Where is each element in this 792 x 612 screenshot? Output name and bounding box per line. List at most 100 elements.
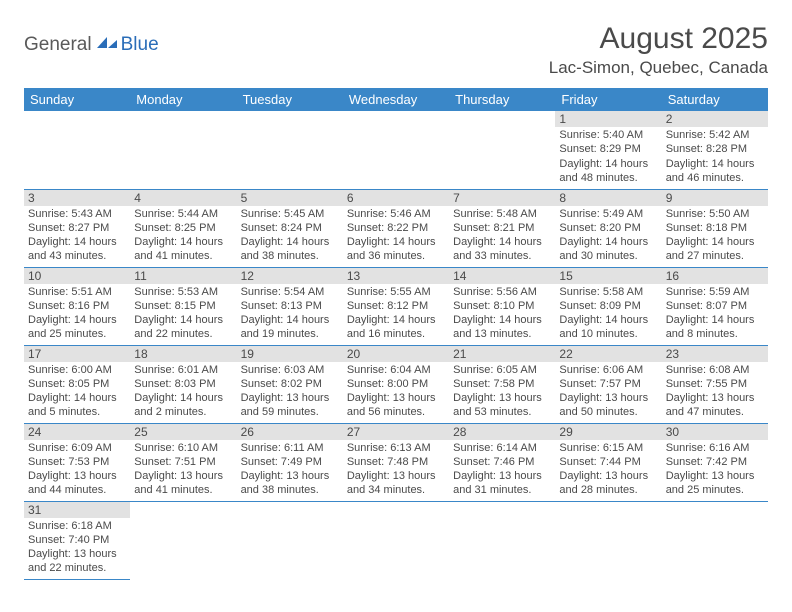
calendar-cell: 25Sunrise: 6:10 AMSunset: 7:51 PMDayligh… (130, 423, 236, 501)
calendar-cell: 14Sunrise: 5:56 AMSunset: 8:10 PMDayligh… (449, 267, 555, 345)
day-number: 24 (24, 424, 130, 440)
sunset-line: Sunset: 8:15 PM (134, 299, 232, 313)
calendar-cell: 31Sunrise: 6:18 AMSunset: 7:40 PMDayligh… (24, 501, 130, 579)
daylight-line: Daylight: 14 hours and 41 minutes. (134, 235, 232, 264)
day-body: Sunrise: 5:53 AMSunset: 8:15 PMDaylight:… (130, 284, 236, 344)
sunrise-line: Sunrise: 6:05 AM (453, 363, 551, 377)
day-number: 25 (130, 424, 236, 440)
calendar-cell: 15Sunrise: 5:58 AMSunset: 8:09 PMDayligh… (555, 267, 661, 345)
day-body: Sunrise: 6:13 AMSunset: 7:48 PMDaylight:… (343, 440, 449, 500)
sunrise-line: Sunrise: 6:16 AM (666, 441, 764, 455)
day-body: Sunrise: 5:45 AMSunset: 8:24 PMDaylight:… (237, 206, 343, 266)
calendar-cell: 30Sunrise: 6:16 AMSunset: 7:42 PMDayligh… (662, 423, 768, 501)
daylight-line: Daylight: 13 hours and 31 minutes. (453, 469, 551, 498)
calendar-cell: 9Sunrise: 5:50 AMSunset: 8:18 PMDaylight… (662, 189, 768, 267)
calendar-cell-empty (343, 501, 449, 579)
sunset-line: Sunset: 7:55 PM (666, 377, 764, 391)
daylight-line: Daylight: 14 hours and 36 minutes. (347, 235, 445, 264)
calendar-cell: 4Sunrise: 5:44 AMSunset: 8:25 PMDaylight… (130, 189, 236, 267)
sunset-line: Sunset: 8:16 PM (28, 299, 126, 313)
day-number: 11 (130, 268, 236, 284)
sunset-line: Sunset: 8:27 PM (28, 221, 126, 235)
day-number: 22 (555, 346, 661, 362)
sunrise-line: Sunrise: 5:40 AM (559, 128, 657, 142)
sunset-line: Sunset: 8:13 PM (241, 299, 339, 313)
calendar-cell-empty (449, 501, 555, 579)
day-number: 28 (449, 424, 555, 440)
day-number: 23 (662, 346, 768, 362)
sunrise-line: Sunrise: 5:45 AM (241, 207, 339, 221)
day-number: 29 (555, 424, 661, 440)
calendar-cell: 17Sunrise: 6:00 AMSunset: 8:05 PMDayligh… (24, 345, 130, 423)
sunset-line: Sunset: 8:05 PM (28, 377, 126, 391)
sunrise-line: Sunrise: 5:49 AM (559, 207, 657, 221)
weekday-header-row: SundayMondayTuesdayWednesdayThursdayFrid… (24, 88, 768, 111)
sunrise-line: Sunrise: 5:58 AM (559, 285, 657, 299)
sunrise-line: Sunrise: 5:53 AM (134, 285, 232, 299)
sunset-line: Sunset: 8:21 PM (453, 221, 551, 235)
sunrise-line: Sunrise: 5:48 AM (453, 207, 551, 221)
day-body: Sunrise: 5:42 AMSunset: 8:28 PMDaylight:… (662, 127, 768, 187)
sunrise-line: Sunrise: 6:09 AM (28, 441, 126, 455)
daylight-line: Daylight: 13 hours and 38 minutes. (241, 469, 339, 498)
sunset-line: Sunset: 8:18 PM (666, 221, 764, 235)
calendar-cell: 18Sunrise: 6:01 AMSunset: 8:03 PMDayligh… (130, 345, 236, 423)
day-number: 4 (130, 190, 236, 206)
day-number: 16 (662, 268, 768, 284)
daylight-line: Daylight: 13 hours and 50 minutes. (559, 391, 657, 420)
calendar-table: SundayMondayTuesdayWednesdayThursdayFrid… (24, 88, 768, 580)
sunrise-line: Sunrise: 6:14 AM (453, 441, 551, 455)
sunrise-line: Sunrise: 5:43 AM (28, 207, 126, 221)
day-number: 12 (237, 268, 343, 284)
day-body: Sunrise: 6:09 AMSunset: 7:53 PMDaylight:… (24, 440, 130, 500)
daylight-line: Daylight: 14 hours and 27 minutes. (666, 235, 764, 264)
sunset-line: Sunset: 7:49 PM (241, 455, 339, 469)
sunset-line: Sunset: 8:10 PM (453, 299, 551, 313)
sunset-line: Sunset: 8:22 PM (347, 221, 445, 235)
day-number: 27 (343, 424, 449, 440)
calendar-cell: 11Sunrise: 5:53 AMSunset: 8:15 PMDayligh… (130, 267, 236, 345)
weekday-header: Friday (555, 88, 661, 111)
calendar-cell-empty (343, 111, 449, 189)
sunrise-line: Sunrise: 6:18 AM (28, 519, 126, 533)
day-number: 30 (662, 424, 768, 440)
sunset-line: Sunset: 8:25 PM (134, 221, 232, 235)
day-body: Sunrise: 6:18 AMSunset: 7:40 PMDaylight:… (24, 518, 130, 578)
day-number: 8 (555, 190, 661, 206)
day-body: Sunrise: 5:51 AMSunset: 8:16 PMDaylight:… (24, 284, 130, 344)
sunrise-line: Sunrise: 5:54 AM (241, 285, 339, 299)
daylight-line: Daylight: 14 hours and 43 minutes. (28, 235, 126, 264)
daylight-line: Daylight: 14 hours and 46 minutes. (666, 157, 764, 186)
sunrise-line: Sunrise: 6:00 AM (28, 363, 126, 377)
title-block: August 2025 Lac-Simon, Quebec, Canada (549, 22, 768, 78)
day-body: Sunrise: 5:59 AMSunset: 8:07 PMDaylight:… (662, 284, 768, 344)
calendar-cell: 20Sunrise: 6:04 AMSunset: 8:00 PMDayligh… (343, 345, 449, 423)
daylight-line: Daylight: 13 hours and 44 minutes. (28, 469, 126, 498)
day-number: 21 (449, 346, 555, 362)
calendar-cell: 5Sunrise: 5:45 AMSunset: 8:24 PMDaylight… (237, 189, 343, 267)
calendar-cell: 6Sunrise: 5:46 AMSunset: 8:22 PMDaylight… (343, 189, 449, 267)
calendar-cell-empty (449, 111, 555, 189)
daylight-line: Daylight: 14 hours and 33 minutes. (453, 235, 551, 264)
sunset-line: Sunset: 7:53 PM (28, 455, 126, 469)
calendar-row: 24Sunrise: 6:09 AMSunset: 7:53 PMDayligh… (24, 423, 768, 501)
daylight-line: Daylight: 14 hours and 22 minutes. (134, 313, 232, 342)
sunrise-line: Sunrise: 6:13 AM (347, 441, 445, 455)
day-body: Sunrise: 5:54 AMSunset: 8:13 PMDaylight:… (237, 284, 343, 344)
day-body: Sunrise: 5:56 AMSunset: 8:10 PMDaylight:… (449, 284, 555, 344)
sunrise-line: Sunrise: 5:44 AM (134, 207, 232, 221)
day-body: Sunrise: 5:43 AMSunset: 8:27 PMDaylight:… (24, 206, 130, 266)
day-body: Sunrise: 5:44 AMSunset: 8:25 PMDaylight:… (130, 206, 236, 266)
calendar-cell: 13Sunrise: 5:55 AMSunset: 8:12 PMDayligh… (343, 267, 449, 345)
calendar-cell-empty (24, 111, 130, 189)
sunset-line: Sunset: 7:58 PM (453, 377, 551, 391)
sunset-line: Sunset: 7:42 PM (666, 455, 764, 469)
sunset-line: Sunset: 8:20 PM (559, 221, 657, 235)
sunset-line: Sunset: 8:02 PM (241, 377, 339, 391)
daylight-line: Daylight: 14 hours and 38 minutes. (241, 235, 339, 264)
sunset-line: Sunset: 7:48 PM (347, 455, 445, 469)
day-number: 17 (24, 346, 130, 362)
daylight-line: Daylight: 13 hours and 28 minutes. (559, 469, 657, 498)
weekday-header: Sunday (24, 88, 130, 111)
calendar-cell: 12Sunrise: 5:54 AMSunset: 8:13 PMDayligh… (237, 267, 343, 345)
